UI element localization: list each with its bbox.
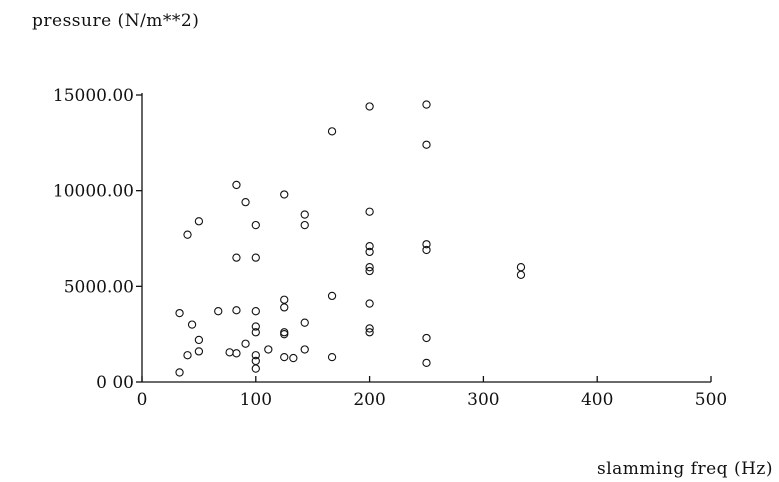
x-tick-label: 300 xyxy=(467,390,499,410)
x-tick-label: 100 xyxy=(240,390,272,410)
data-point xyxy=(327,127,337,136)
data-point xyxy=(289,353,298,363)
data-point xyxy=(300,345,309,354)
data-point xyxy=(194,217,204,226)
data-point xyxy=(422,358,431,368)
data-point xyxy=(194,347,204,356)
data-point xyxy=(516,270,526,280)
data-point xyxy=(365,328,374,337)
y-ticks: 0 00 5000.00 10000.00 15000.00 xyxy=(53,86,142,393)
data-point xyxy=(300,220,309,230)
data-point xyxy=(365,102,374,111)
data-point xyxy=(232,306,241,315)
data-point xyxy=(365,247,374,257)
data-point xyxy=(251,351,260,360)
data-point xyxy=(251,307,260,316)
data-point xyxy=(214,307,223,316)
data-point xyxy=(280,352,289,362)
data-point xyxy=(422,100,431,109)
data-point xyxy=(422,333,431,343)
x-tick-label: 500 xyxy=(695,390,727,410)
y-axis-label: pressure (N/m**2) xyxy=(32,11,199,31)
data-point xyxy=(251,356,260,366)
data-point xyxy=(422,140,431,149)
y-tick-label: 0 00 xyxy=(96,373,134,393)
x-tick-label: 200 xyxy=(353,390,385,410)
data-point xyxy=(251,364,260,373)
data-point xyxy=(183,351,192,360)
x-axis-label: slamming freq (Hz) xyxy=(597,459,773,479)
data-point xyxy=(365,299,374,308)
y-tick-label: 10000.00 xyxy=(53,182,134,202)
data-points xyxy=(175,100,526,377)
data-point xyxy=(241,339,250,348)
x-tick-label: 0 xyxy=(137,390,148,410)
x-tick-label: 400 xyxy=(581,390,613,410)
x-ticks: 0 100 200 300 400 500 xyxy=(137,376,727,410)
data-point xyxy=(327,352,337,362)
data-point xyxy=(264,345,273,354)
data-point xyxy=(422,240,431,249)
data-point xyxy=(280,295,289,304)
data-point xyxy=(516,263,526,272)
data-point xyxy=(280,303,289,312)
data-point xyxy=(194,335,204,345)
data-point xyxy=(365,207,374,216)
data-point xyxy=(225,348,234,357)
y-tick-label: 15000.00 xyxy=(53,86,134,106)
data-point xyxy=(241,197,250,207)
data-point xyxy=(251,253,260,262)
data-point xyxy=(187,320,197,329)
data-point xyxy=(365,242,374,251)
data-point xyxy=(300,318,309,327)
data-point xyxy=(300,210,309,219)
data-point xyxy=(175,368,184,377)
data-point xyxy=(175,308,184,318)
data-point xyxy=(365,324,374,333)
data-point xyxy=(232,349,241,358)
data-point xyxy=(327,291,337,301)
data-point xyxy=(251,322,260,331)
data-point xyxy=(365,266,374,276)
data-point xyxy=(251,328,260,337)
data-point xyxy=(232,253,241,262)
data-point xyxy=(280,328,289,337)
data-point xyxy=(365,263,374,272)
data-point xyxy=(422,245,431,255)
data-point xyxy=(183,230,192,239)
y-tick-label: 5000.00 xyxy=(64,277,134,297)
data-point xyxy=(251,220,260,230)
data-point xyxy=(280,190,289,199)
data-point xyxy=(232,180,241,190)
